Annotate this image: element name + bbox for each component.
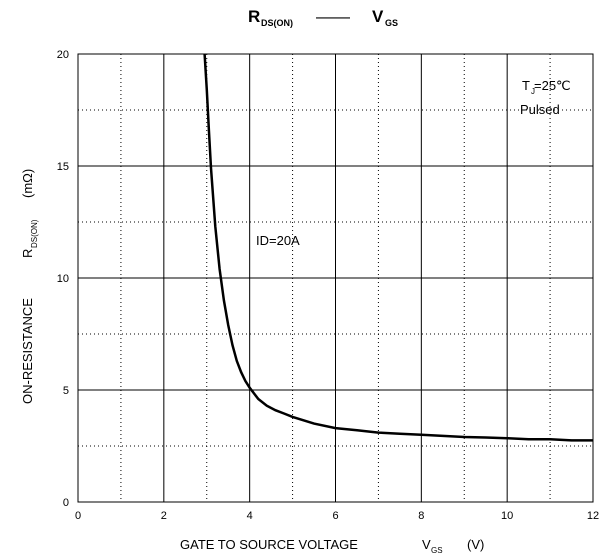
x-tick-label: 2 bbox=[161, 510, 167, 522]
pulsed-label: Pulsed bbox=[520, 102, 560, 117]
y-tick-label: 0 bbox=[63, 497, 69, 509]
major-gridlines bbox=[78, 54, 593, 502]
x-tick-label: 0 bbox=[75, 510, 81, 522]
resistance-curve bbox=[203, 53, 593, 442]
curve-label: ID=20A bbox=[256, 233, 300, 248]
x-axis-label-text: GATE TO SOURCE VOLTAGE bbox=[180, 537, 358, 552]
x-axis-label: GATE TO SOURCE VOLTAGE V GS (V) bbox=[180, 537, 484, 555]
y-tick-label: 15 bbox=[57, 161, 69, 173]
y-tick-label: 20 bbox=[57, 49, 69, 61]
condition-value: =25℃ bbox=[534, 78, 571, 93]
x-tick-label: 6 bbox=[332, 510, 338, 522]
x-tick-label: 8 bbox=[418, 510, 424, 522]
y-axis-unit: (mΩ) bbox=[20, 169, 35, 198]
y-axis-symbol-subscript: DS(ON) bbox=[30, 219, 39, 248]
plot-frame bbox=[77, 53, 594, 503]
chart-title: R DS(ON) —— V GS bbox=[248, 7, 398, 28]
y-axis-label: ON-RESISTANCE R DS(ON) (mΩ) bbox=[20, 169, 39, 404]
title-r: R bbox=[248, 7, 260, 26]
plot-area bbox=[77, 53, 594, 503]
title-separator: —— bbox=[316, 7, 350, 26]
x-tick-label: 10 bbox=[501, 510, 513, 522]
y-axis-label-text: ON-RESISTANCE bbox=[20, 298, 35, 404]
x-axis-unit: (V) bbox=[467, 537, 484, 552]
condition-t-subscript: J bbox=[531, 87, 535, 96]
y-axis-symbol: R bbox=[20, 249, 35, 258]
condition-annotation: T J =25℃ Pulsed bbox=[520, 78, 571, 117]
y-tick-label: 5 bbox=[63, 385, 69, 397]
y-tick-labels: 0 5 10 15 20 bbox=[57, 49, 69, 509]
x-axis-symbol: V bbox=[422, 537, 431, 552]
title-r-subscript: DS(ON) bbox=[261, 18, 293, 28]
y-tick-label: 10 bbox=[57, 273, 69, 285]
x-tick-label: 12 bbox=[587, 510, 599, 522]
condition-t: T bbox=[522, 78, 530, 93]
title-v-subscript: GS bbox=[385, 18, 398, 28]
x-tick-label: 4 bbox=[247, 510, 253, 522]
title-v: V bbox=[372, 7, 384, 26]
x-tick-labels: 0 2 4 6 8 10 12 bbox=[75, 510, 599, 522]
x-axis-symbol-subscript: GS bbox=[431, 546, 443, 555]
